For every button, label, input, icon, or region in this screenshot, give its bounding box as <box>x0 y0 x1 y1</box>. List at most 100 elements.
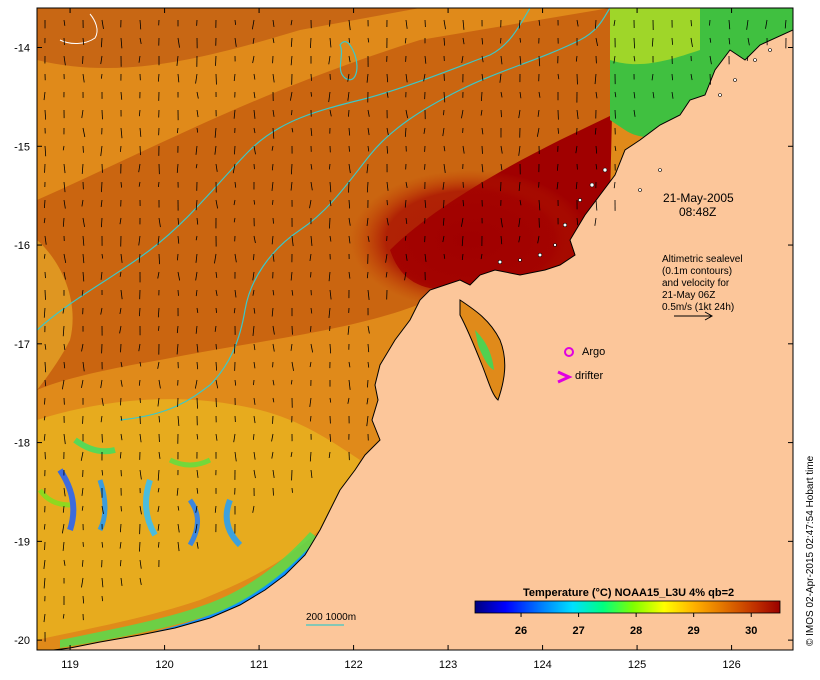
velocity-arrow <box>177 505 180 511</box>
velocity-arrow <box>119 559 122 567</box>
velocity-arrow <box>82 37 85 45</box>
velocity-arrow <box>62 145 65 151</box>
lat-tick-label: -15 <box>14 141 30 153</box>
velocity-arrow <box>651 37 654 47</box>
velocity-arrow <box>614 145 617 152</box>
velocity-arrow <box>63 55 66 66</box>
velocity-arrow <box>196 127 199 133</box>
velocity-arrow <box>233 307 236 314</box>
velocity-arrow <box>177 415 180 427</box>
velocity-arrow <box>765 19 768 29</box>
velocity-arrow <box>157 523 160 531</box>
velocity-arrow <box>138 253 141 263</box>
velocity-arrow <box>138 379 141 386</box>
velocity-arrow <box>214 127 217 138</box>
velocity-arrow <box>215 289 218 296</box>
velocity-arrow <box>63 253 67 264</box>
warm-band-upper <box>37 8 420 69</box>
velocity-arrow <box>557 73 560 80</box>
velocity-arrow <box>347 397 350 404</box>
velocity-arrow <box>63 343 66 350</box>
velocity-arrow <box>310 91 312 97</box>
velocity-arrow <box>101 505 104 514</box>
velocity-arrow <box>405 253 408 261</box>
velocity-arrow <box>443 37 446 46</box>
velocity-arrow <box>158 451 161 459</box>
velocity-arrow <box>423 73 426 82</box>
velocity-arrow <box>43 559 46 569</box>
svg-text:0.5m/s (1kt 24h): 0.5m/s (1kt 24h) <box>662 302 734 313</box>
velocity-arrow <box>291 127 294 133</box>
velocity-arrow <box>500 109 502 118</box>
velocity-arrow <box>215 307 217 313</box>
velocity-arrow <box>329 37 332 48</box>
velocity-arrow <box>82 595 85 604</box>
velocity-arrow <box>271 235 274 245</box>
velocity-arrow <box>158 325 160 331</box>
drifter-marker <box>557 370 573 384</box>
velocity-arrow <box>44 109 47 120</box>
velocity-arrow <box>746 55 749 62</box>
velocity-arrow <box>690 37 693 48</box>
velocity-arrow <box>442 235 445 243</box>
velocity-arrow <box>82 271 85 282</box>
svg-text:Altimetric sealevel: Altimetric sealevel <box>662 254 743 265</box>
velocity-arrow <box>404 199 407 208</box>
velocity-arrow <box>576 109 579 120</box>
velocity-arrow <box>63 361 66 369</box>
velocity-arrow <box>690 19 692 27</box>
velocity-arrow <box>443 253 446 259</box>
lon-tick-label: 126 <box>722 659 740 671</box>
velocity-arrow <box>480 109 483 116</box>
velocity-arrow <box>443 19 446 30</box>
velocity-arrow <box>367 361 370 368</box>
velocity-arrow <box>480 253 483 260</box>
velocity-arrow <box>443 199 445 209</box>
velocity-arrow <box>310 469 313 479</box>
velocity-arrow <box>404 127 407 137</box>
velocity-arrow <box>500 145 503 154</box>
velocity-arrow <box>43 433 46 441</box>
velocity-arrow <box>214 325 217 332</box>
velocity-arrow <box>500 55 503 65</box>
velocity-arrow <box>44 361 47 373</box>
velocity-arrow <box>367 145 370 152</box>
velocity-arrow <box>101 595 103 602</box>
colorbar: Temperature (°C) NOAA15_L3U 4% qb=2 26 27… <box>474 587 781 637</box>
velocity-arrow <box>100 55 103 65</box>
velocity-arrow <box>367 325 370 334</box>
velocity-arrow <box>595 19 597 29</box>
velocity-arrow <box>176 325 179 334</box>
velocity-arrow <box>272 127 275 139</box>
velocity-arrow <box>347 91 350 101</box>
velocity-arrow <box>651 73 654 81</box>
velocity-arrow <box>310 181 313 191</box>
velocity-arrow <box>176 55 179 66</box>
velocity-scale-arrow <box>674 311 714 321</box>
lon-tick-label: 125 <box>628 659 646 671</box>
velocity-arrow <box>177 235 180 244</box>
lon-tick-label: 123 <box>439 659 457 671</box>
velocity-arrow <box>290 19 293 26</box>
velocity-arrow <box>195 163 198 169</box>
velocity-arrow <box>157 307 160 318</box>
velocity-arrow <box>80 451 84 461</box>
velocity-arrow <box>461 55 464 63</box>
lon-tick-label: 120 <box>155 659 173 671</box>
velocity-arrow <box>272 469 275 478</box>
velocity-arrow <box>138 55 141 63</box>
velocity-arrow <box>576 19 579 27</box>
velocity-arrow <box>405 181 408 189</box>
velocity-arrow <box>272 217 274 224</box>
latitude-axis: -14 -15 -16 -17 -18 -19 -20 <box>14 43 793 647</box>
velocity-arrow <box>348 271 351 279</box>
lon-tick-label: 119 <box>61 659 79 671</box>
altimetry-note: Altimetric sealevel (0.1m contours) and … <box>662 254 743 313</box>
velocity-arrow <box>347 325 350 335</box>
bathymetry-legend: 200 1000m <box>306 612 356 623</box>
velocity-arrow <box>62 505 65 513</box>
velocity-arrow <box>44 379 47 387</box>
velocity-arrow <box>290 37 293 47</box>
contour-loop <box>339 41 358 81</box>
velocity-arrow <box>195 505 198 513</box>
